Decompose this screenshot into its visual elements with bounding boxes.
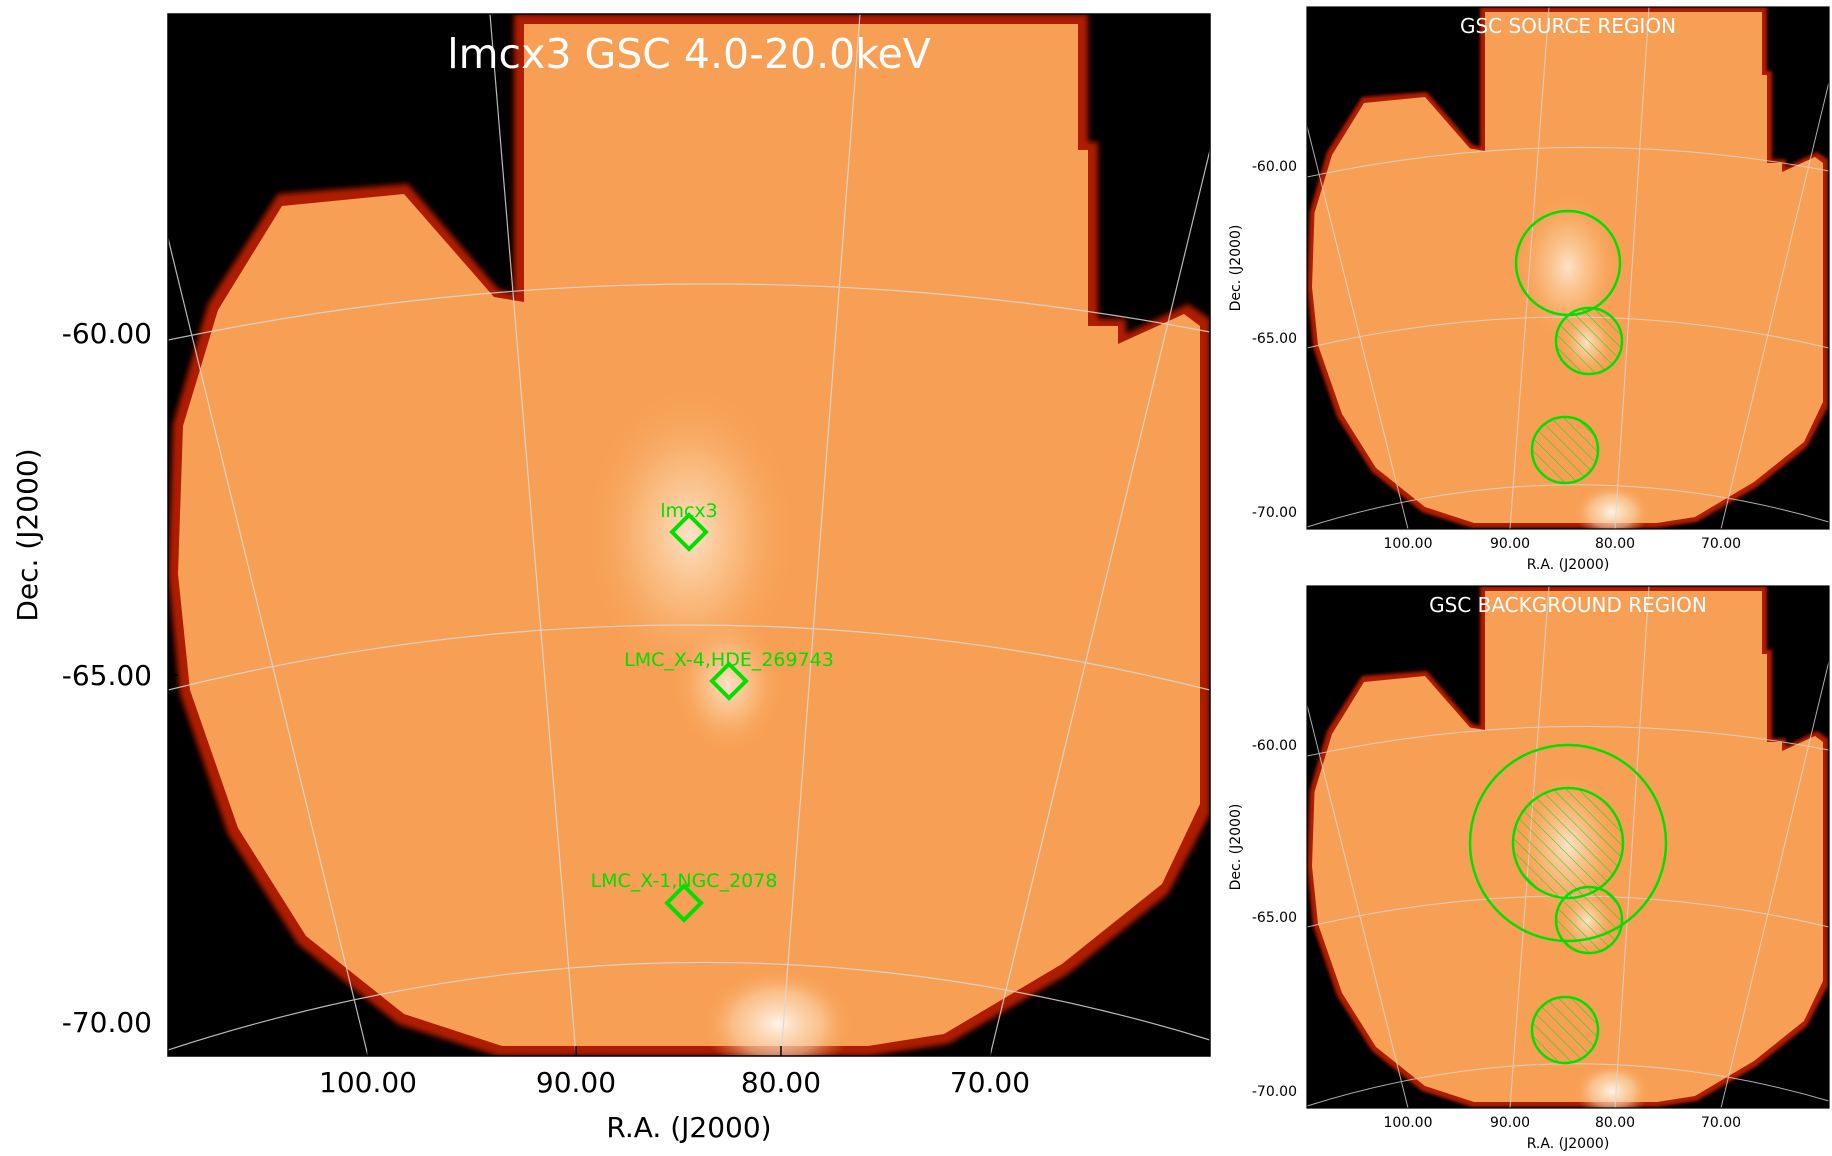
source-panel-title: GSC SOURCE REGION xyxy=(1460,14,1676,38)
source-xlabel: R.A. (J2000) xyxy=(1527,557,1610,573)
excluded-region-circle xyxy=(1554,306,1624,376)
y-tick-label: -70.00 xyxy=(1252,1084,1297,1100)
y-tick-label: -60.00 xyxy=(62,317,152,350)
source-label: LMC_X-4,HDE_269743 xyxy=(624,649,834,671)
x-tick-label: 80.00 xyxy=(741,1066,821,1099)
background-panel-title: GSC BACKGROUND REGION xyxy=(1429,593,1707,617)
x-tick-label: 90.00 xyxy=(1490,536,1530,552)
x-tick-label: 80.00 xyxy=(1595,1115,1635,1131)
source-marker-lmc-x4 xyxy=(709,661,749,701)
lmc-x4-emission xyxy=(673,614,783,754)
excluded-region-circle xyxy=(1530,995,1600,1065)
background-ylabel: Dec. (J2000) xyxy=(1228,804,1244,891)
source-region-panel: GSC SOURCE REGION 100.00 90.00 80.00 70.… xyxy=(1228,6,1830,573)
source-label: LMC_X-1,NGC_2078 xyxy=(591,870,778,892)
source-coordinate-grid xyxy=(1307,7,1829,529)
x-tick-label: 100.00 xyxy=(319,1066,417,1099)
main-title: lmcx3 GSC 4.0-20.0keV xyxy=(447,30,931,78)
excluded-region-circle xyxy=(1554,885,1624,955)
main-coordinate-grid xyxy=(168,14,1210,1056)
background-region-panel: GSC BACKGROUND REGION 100.00 90.00 80.00… xyxy=(1228,585,1830,1152)
x-tick-label: 90.00 xyxy=(1490,1115,1530,1131)
x-tick-label: 70.00 xyxy=(1701,536,1741,552)
source-marker-lmc-x1 xyxy=(664,883,704,923)
y-tick-label: -60.00 xyxy=(1252,738,1297,754)
lmcx3-emission xyxy=(585,384,795,684)
background-axes-frame xyxy=(1306,585,1830,1109)
excluded-region-circle xyxy=(1530,415,1600,485)
y-tick-label: -70.00 xyxy=(62,1006,152,1039)
x-tick-label: 90.00 xyxy=(536,1066,616,1099)
y-tick-label: -70.00 xyxy=(1252,505,1297,521)
y-tick-label: -65.00 xyxy=(1252,910,1297,926)
main-axes-frame xyxy=(167,13,1211,1057)
y-tick-label: -65.00 xyxy=(62,659,152,692)
background-xlabel: R.A. (J2000) xyxy=(1527,1136,1610,1152)
main-ylabel: Dec. (J2000) xyxy=(11,448,44,621)
background-coordinate-grid xyxy=(1307,586,1829,1108)
x-tick-label: 100.00 xyxy=(1384,1115,1433,1131)
main-exposure-field xyxy=(168,14,1210,1056)
source-marker-lmcx3 xyxy=(669,512,709,552)
source-label: lmcx3 xyxy=(660,500,718,522)
y-tick-label: -65.00 xyxy=(1252,331,1297,347)
main-ticks xyxy=(168,332,991,1056)
main-xlabel: R.A. (J2000) xyxy=(606,1111,771,1144)
source-ylabel: Dec. (J2000) xyxy=(1228,225,1244,312)
x-tick-label: 70.00 xyxy=(1701,1115,1741,1131)
x-tick-label: 70.00 xyxy=(950,1066,1030,1099)
x-tick-label: 80.00 xyxy=(1595,536,1635,552)
main-panel: lmcx3 LMC_X-4,HDE_269743 LMC_X-1,NGC_207… xyxy=(11,13,1211,1144)
lmc-x1-emission xyxy=(703,969,853,1056)
main-source-markers xyxy=(664,512,749,923)
excluded-region-circle xyxy=(1511,786,1625,900)
y-tick-label: -60.00 xyxy=(1252,159,1297,175)
source-axes-frame xyxy=(1306,6,1830,530)
x-tick-label: 100.00 xyxy=(1384,536,1433,552)
